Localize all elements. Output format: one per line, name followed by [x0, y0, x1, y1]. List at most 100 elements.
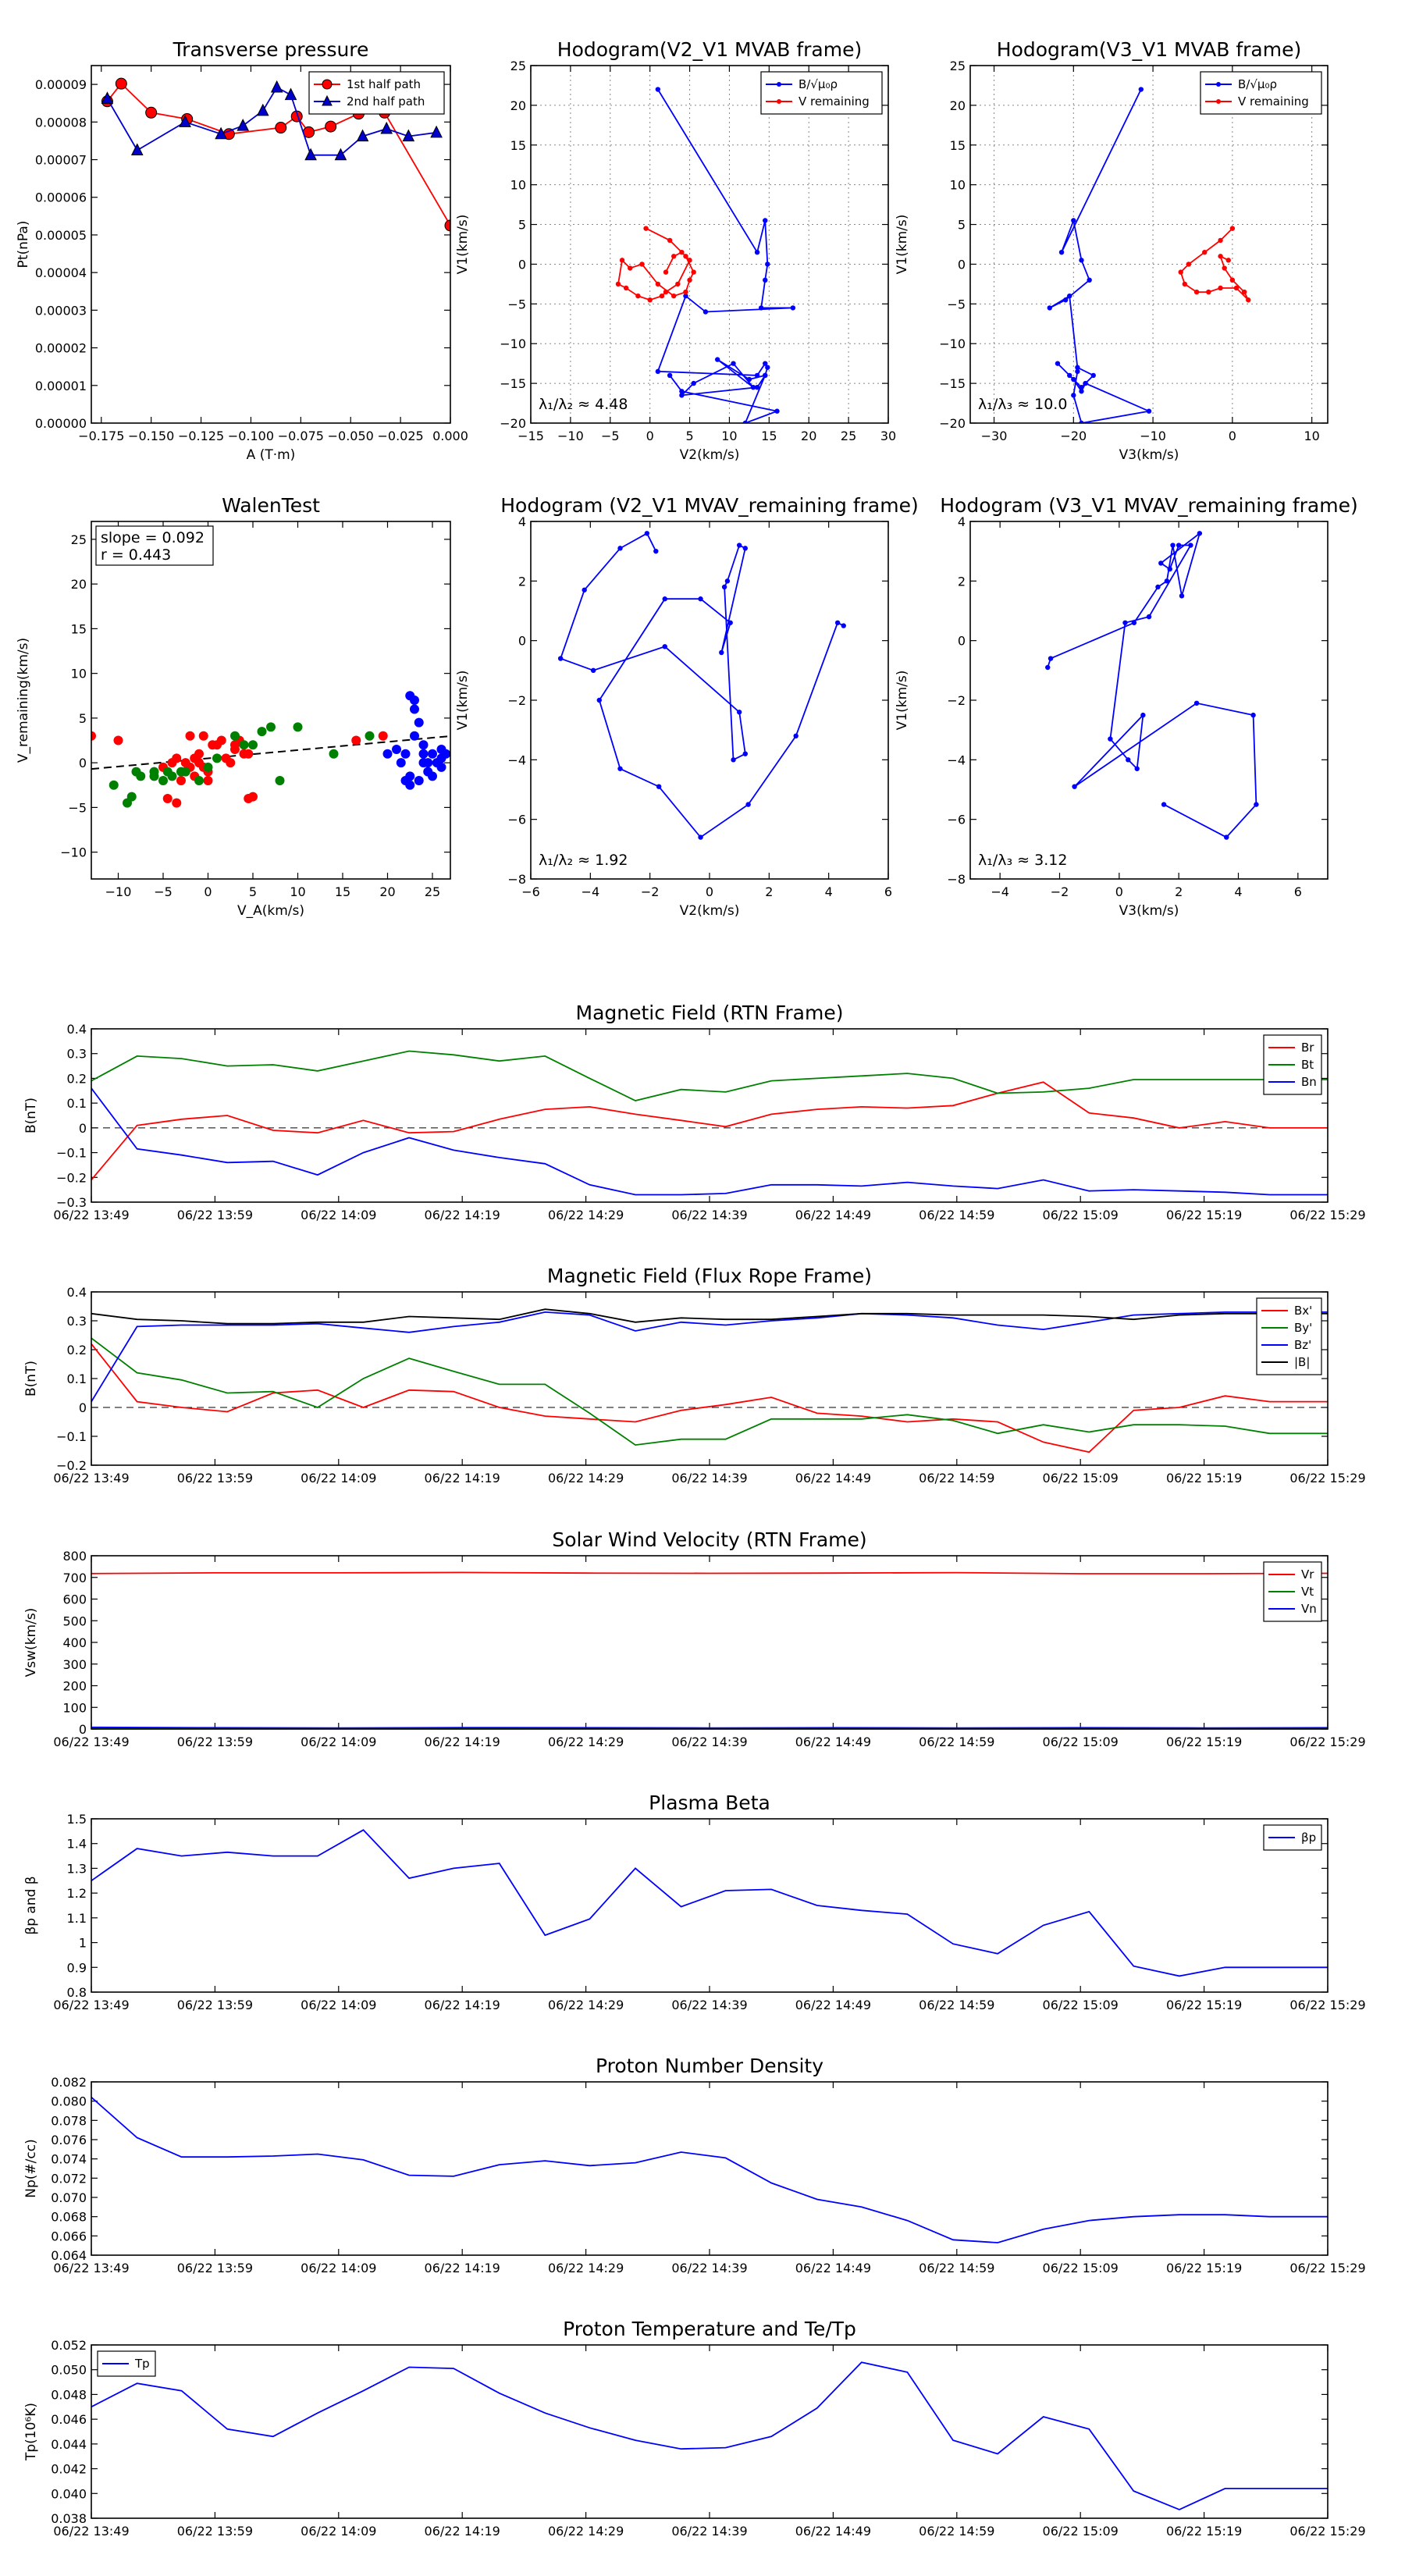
data-point	[655, 368, 661, 375]
fit-line	[91, 735, 450, 770]
data-point	[793, 733, 799, 738]
axes-frame	[91, 2081, 1329, 2256]
y-tick-label: 25	[71, 532, 87, 547]
y-tick-label: 15	[510, 138, 526, 153]
data-point	[655, 87, 661, 92]
x-tick-label: −0.175	[78, 429, 124, 443]
x-tick-label: 4	[825, 884, 833, 899]
data-point	[727, 620, 733, 625]
data-point	[1182, 281, 1188, 287]
y-tick-label: 5	[958, 218, 966, 233]
y-tick-label: −8	[507, 872, 526, 887]
x-tick-label: 6	[884, 884, 892, 899]
x-tick-label: 06/22 15:29	[1289, 2261, 1365, 2275]
x-tick-label: −0.100	[228, 429, 274, 443]
chart-title: Hodogram (V2_V1 MVAV_remaining frame)	[500, 494, 919, 517]
data-point	[742, 546, 748, 551]
series-line-0	[91, 1081, 1328, 1181]
data-point	[691, 269, 696, 275]
data-point	[557, 656, 564, 661]
data-point	[679, 249, 685, 255]
data-point	[418, 749, 429, 759]
data-point	[351, 735, 361, 745]
y-tick-label: 0.00005	[35, 228, 87, 243]
x-tick-label: 06/22 14:49	[795, 1735, 871, 1749]
data-point	[428, 749, 437, 759]
x-tick-label: 06/22 14:39	[671, 1735, 747, 1749]
x-tick-label: 06/22 15:09	[1043, 1471, 1119, 1485]
data-point	[663, 289, 669, 295]
legend-label: 1st half path	[347, 77, 421, 91]
y-tick-label: 0.00006	[35, 190, 87, 205]
data-point	[628, 265, 633, 271]
data-point	[1067, 372, 1072, 379]
plot-area	[91, 691, 450, 808]
chart-magnetic_field_fluxrope: Magnetic Field (Flux Rope Frame) 06/22 13…	[23, 1265, 1366, 1485]
data-point	[396, 758, 406, 768]
series-line-0	[560, 532, 845, 838]
data-point	[754, 385, 760, 390]
data-point	[679, 393, 685, 398]
x-tick-label: 06/22 14:19	[425, 1471, 500, 1485]
y-tick-label: 0.078	[51, 2113, 87, 2128]
x-tick-label: 06/22 13:59	[177, 2524, 253, 2539]
data-point	[719, 649, 724, 656]
data-point	[1224, 834, 1229, 840]
y-tick-label: 0.3	[67, 1047, 87, 1062]
data-point	[180, 767, 190, 777]
chart-title: Solar Wind Velocity (RTN Frame)	[552, 1528, 866, 1551]
chart-title: Hodogram(V2_V1 MVAB frame)	[557, 38, 862, 61]
y-tick-label: 800	[62, 1549, 87, 1564]
legend-label: Bz'	[1294, 1338, 1311, 1352]
data-point	[1071, 218, 1076, 223]
eigen-ratio-annotation: λ₁/λ₂ ≈ 4.48	[539, 396, 628, 413]
data-point	[758, 305, 764, 311]
data-point	[1138, 87, 1144, 92]
x-tick-label: 06/22 15:19	[1166, 1208, 1242, 1222]
data-point	[750, 385, 756, 390]
data-point	[1134, 766, 1140, 771]
y-tick-label: 1	[79, 1936, 87, 1951]
x-tick-label: 06/22 15:29	[1289, 1998, 1365, 2012]
y-tick-label: 2	[958, 574, 966, 589]
data-point	[402, 129, 415, 142]
data-point	[275, 122, 287, 134]
y-tick-label: 1.2	[67, 1886, 87, 1901]
data-point	[667, 372, 673, 379]
y-tick-label: 0	[79, 1121, 87, 1136]
x-tick-label: 5	[685, 429, 693, 443]
chart-hodogram_v2v1_mvav: Hodogram (V2_V1 MVAV_remaining frame)−6−…	[455, 494, 919, 919]
y-tick-label: 0	[518, 257, 526, 272]
y-tick-label: −0.3	[56, 1195, 87, 1210]
data-point	[115, 77, 127, 90]
data-point	[702, 309, 709, 315]
x-tick-label: 06/22 14:19	[425, 2261, 500, 2275]
y-tick-label: 400	[62, 1635, 87, 1650]
x-tick-label: −10	[105, 884, 132, 899]
legend-label: By'	[1294, 1321, 1312, 1335]
x-tick-label: 06/22 15:09	[1043, 1208, 1119, 1222]
x-tick-label: 06/22 15:29	[1289, 1471, 1365, 1485]
data-point	[158, 776, 168, 786]
data-point	[145, 106, 158, 119]
eigen-ratio-annotation: λ₁/λ₃ ≈ 10.0	[978, 396, 1067, 413]
x-axis-label: V2(km/s)	[680, 447, 740, 463]
plot-area	[91, 1050, 1328, 1196]
chart-title: Hodogram(V3_V1 MVAB frame)	[997, 38, 1301, 61]
chart-title: Transverse pressure	[173, 38, 369, 61]
x-tick-label: −0.125	[178, 429, 224, 443]
data-point	[113, 735, 123, 745]
x-tick-label: 06/22 14:29	[548, 1471, 624, 1485]
y-tick-label: 0.2	[67, 1071, 87, 1086]
data-point	[774, 408, 780, 414]
x-tick-label: 06/22 13:59	[177, 1208, 253, 1222]
data-point	[635, 293, 641, 299]
y-tick-label: 0.9	[67, 1960, 87, 1975]
eigen-ratio-annotation: λ₁/λ₂ ≈ 1.92	[539, 852, 628, 869]
data-point	[239, 740, 249, 750]
data-point	[212, 753, 222, 763]
x-tick-label: 20	[801, 429, 816, 443]
data-point	[270, 80, 283, 93]
axes-frame	[91, 1555, 1329, 1730]
data-point	[1218, 254, 1223, 259]
